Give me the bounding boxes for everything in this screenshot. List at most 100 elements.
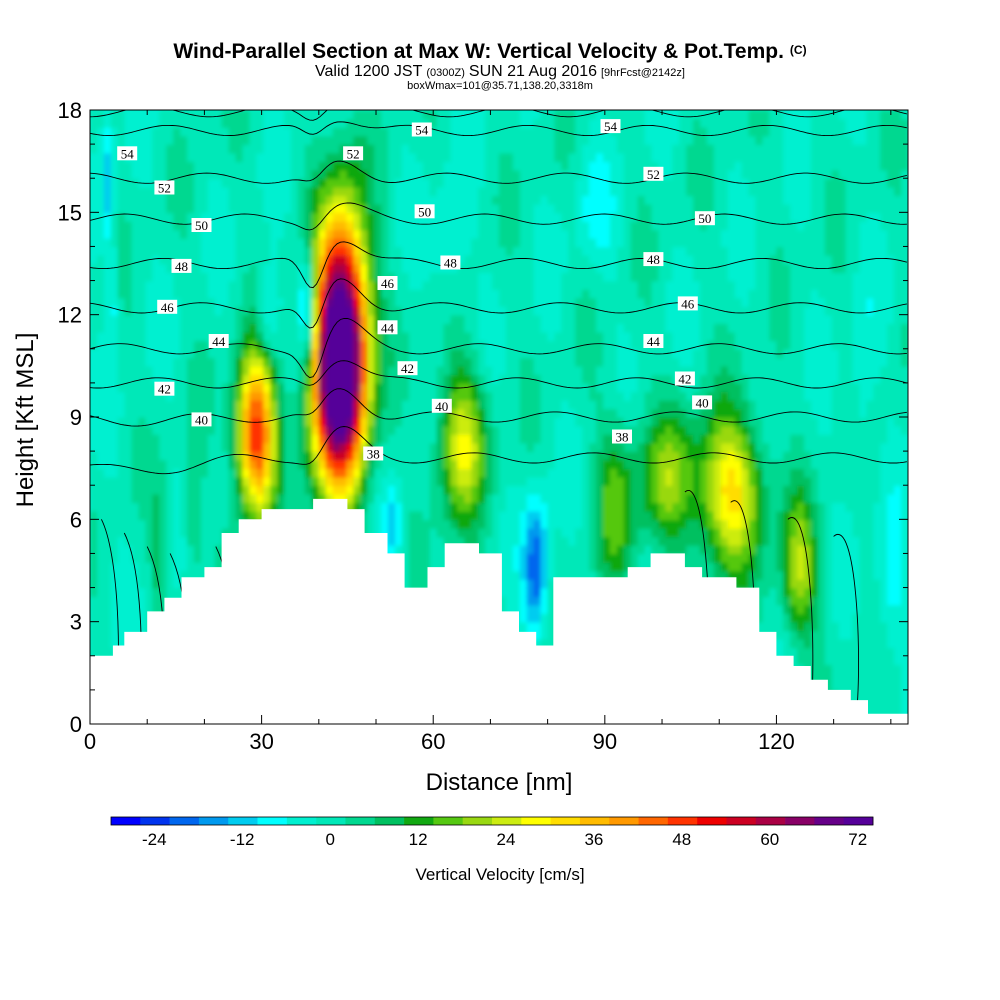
- velocity-cell: [249, 476, 258, 487]
- velocity-cell: [554, 348, 563, 359]
- velocity-cell: [304, 417, 313, 427]
- velocity-cell: [374, 468, 382, 478]
- velocity-cell: [464, 237, 473, 248]
- velocity-cell: [395, 519, 403, 529]
- velocity-cell: [166, 144, 174, 154]
- velocity-cell: [512, 331, 521, 342]
- velocity-cell: [540, 527, 549, 538]
- velocity-cell: [381, 357, 389, 367]
- velocity-cell: [152, 425, 161, 435]
- velocity-cell: [193, 476, 202, 487]
- velocity-cell: [429, 391, 438, 401]
- velocity-cell: [505, 502, 514, 512]
- velocity-cell: [297, 212, 306, 222]
- velocity-cell: [193, 382, 202, 393]
- velocity-cell: [395, 212, 403, 222]
- velocity-cell: [221, 246, 230, 256]
- velocity-cell: [277, 323, 285, 333]
- velocity-cell: [505, 553, 514, 563]
- velocity-cell: [346, 237, 355, 248]
- velocity-cell: [457, 229, 466, 239]
- velocity-cell: [242, 135, 251, 145]
- velocity-cell: [485, 314, 493, 324]
- velocity-cell: [533, 195, 542, 205]
- velocity-cell: [408, 229, 417, 239]
- velocity-cell: [304, 178, 313, 188]
- velocity-cell: [138, 485, 147, 495]
- velocity-cell: [388, 118, 396, 128]
- velocity-cell: [103, 493, 112, 504]
- velocity-cell: [297, 237, 306, 248]
- velocity-cell: [138, 417, 147, 427]
- velocity-cell: [526, 229, 535, 239]
- velocity-cell: [145, 246, 154, 256]
- velocity-cell: [159, 110, 168, 120]
- velocity-cell: [332, 485, 341, 495]
- velocity-cell: [374, 263, 382, 273]
- velocity-cell: [339, 391, 348, 401]
- velocity-cell: [415, 382, 424, 393]
- velocity-cell: [173, 203, 181, 214]
- velocity-cell: [311, 357, 320, 367]
- velocity-cell: [159, 510, 168, 521]
- velocity-cell: [533, 272, 542, 282]
- velocity-cell: [554, 306, 563, 316]
- velocity-cell: [526, 246, 535, 256]
- velocity-cell: [443, 374, 452, 384]
- velocity-cell: [540, 331, 549, 342]
- velocity-cell: [207, 544, 216, 555]
- velocity-cell: [367, 263, 376, 273]
- velocity-cell: [90, 212, 98, 222]
- velocity-cell: [131, 110, 140, 120]
- velocity-cell: [436, 340, 445, 350]
- velocity-cell: [159, 135, 168, 145]
- velocity-cell: [492, 391, 500, 401]
- velocity-cell: [381, 178, 389, 188]
- velocity-cell: [263, 280, 272, 290]
- velocity-cell: [180, 152, 188, 162]
- velocity-cell: [360, 289, 369, 299]
- velocity-cell: [304, 442, 313, 452]
- velocity-cell: [540, 272, 549, 282]
- velocity-cell: [263, 442, 272, 452]
- velocity-cell: [291, 272, 299, 282]
- velocity-cell: [388, 434, 396, 444]
- velocity-cell: [96, 195, 105, 205]
- velocity-cell: [159, 570, 168, 580]
- velocity-cell: [353, 289, 362, 299]
- velocity-cell: [471, 220, 479, 231]
- velocity-cell: [360, 203, 369, 214]
- velocity-cell: [96, 135, 105, 145]
- velocity-cell: [547, 425, 556, 435]
- velocity-cell: [478, 374, 486, 384]
- velocity-cell: [478, 527, 486, 538]
- velocity-cell: [332, 434, 341, 444]
- velocity-cell: [346, 417, 355, 427]
- velocity-cell: [117, 365, 126, 376]
- velocity-cell: [519, 382, 528, 393]
- velocity-cell: [235, 229, 244, 239]
- velocity-cell: [138, 323, 147, 333]
- velocity-cell: [117, 280, 126, 290]
- velocity-cell: [180, 135, 188, 145]
- velocity-cell: [401, 570, 410, 580]
- velocity-cell: [256, 169, 265, 180]
- velocity-cell: [533, 630, 542, 640]
- velocity-cell: [512, 553, 521, 563]
- velocity-cell: [422, 306, 431, 316]
- velocity-cell: [457, 152, 466, 162]
- velocity-cell: [533, 468, 542, 478]
- velocity-cell: [547, 553, 556, 563]
- velocity-cell: [360, 357, 369, 367]
- velocity-cell: [270, 434, 278, 444]
- velocity-cell: [526, 186, 535, 197]
- velocity-cell: [526, 144, 535, 154]
- velocity-cell: [492, 237, 500, 248]
- velocity-cell: [526, 510, 535, 521]
- velocity-cell: [235, 417, 244, 427]
- velocity-cell: [221, 186, 230, 197]
- velocity-cell: [485, 485, 493, 495]
- velocity-cell: [193, 451, 202, 461]
- velocity-cell: [533, 442, 542, 452]
- velocity-cell: [207, 365, 216, 376]
